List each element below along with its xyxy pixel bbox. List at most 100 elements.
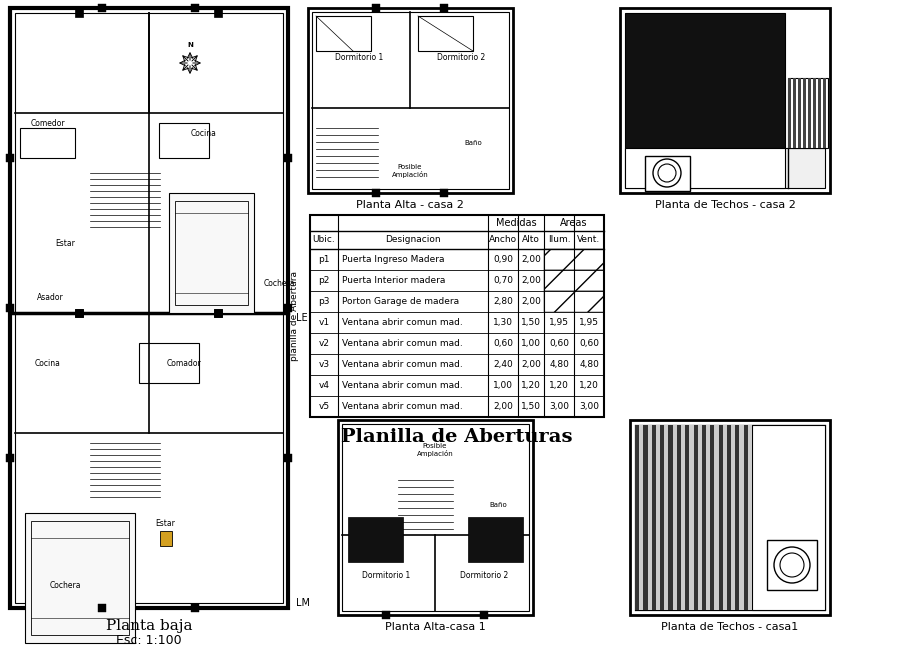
Bar [652, 425, 656, 610]
Bar [685, 425, 689, 610]
Bar [625, 13, 785, 148]
Bar [75, 309, 83, 317]
Text: 2,00: 2,00 [521, 276, 541, 285]
Text: p2: p2 [319, 276, 330, 285]
Text: 1,20: 1,20 [521, 381, 541, 390]
Bar [139, 343, 199, 383]
Text: Dormitorio 2: Dormitorio 2 [460, 570, 508, 580]
Bar [644, 425, 647, 610]
Text: 0,60: 0,60 [549, 339, 569, 348]
Bar [31, 521, 129, 635]
Bar [6, 154, 14, 162]
Text: 1,30: 1,30 [493, 318, 513, 327]
Text: 1,20: 1,20 [579, 381, 599, 390]
Text: Ancho: Ancho [489, 235, 517, 245]
Bar [372, 4, 380, 12]
Bar [625, 148, 785, 188]
Bar [669, 425, 672, 610]
Bar [702, 425, 706, 610]
Text: Comedor: Comedor [30, 119, 65, 127]
Bar [544, 291, 604, 312]
Bar [480, 611, 488, 619]
Text: 2,00: 2,00 [521, 255, 541, 264]
Bar [818, 78, 821, 148]
Bar [635, 425, 639, 610]
Bar [635, 425, 825, 610]
Bar [15, 13, 283, 603]
Bar [718, 425, 723, 610]
Text: N: N [187, 42, 192, 48]
Text: Planta Alta - casa 2: Planta Alta - casa 2 [356, 200, 464, 210]
Bar [752, 425, 825, 610]
Bar [342, 424, 529, 611]
Bar [191, 604, 199, 612]
Text: Ventana abrir comun mad.: Ventana abrir comun mad. [342, 339, 462, 348]
Text: 1,95: 1,95 [549, 318, 569, 327]
Bar [75, 309, 83, 317]
Text: Comador: Comador [167, 358, 202, 368]
Bar [694, 425, 698, 610]
Bar [214, 309, 222, 317]
Text: Cochera: Cochera [263, 279, 295, 287]
Text: v3: v3 [319, 360, 330, 369]
Bar [418, 16, 473, 51]
Bar [698, 425, 702, 610]
Text: Posible
Amplación: Posible Amplación [391, 164, 428, 178]
Text: LE: LE [296, 313, 308, 323]
Text: Ventana abrir comun mad.: Ventana abrir comun mad. [342, 402, 462, 411]
Text: Planilla de Aberturas: Planilla de Aberturas [342, 428, 573, 446]
Text: Ilum.: Ilum. [548, 235, 570, 245]
Text: planilla de Abertura: planilla de Abertura [289, 271, 298, 361]
Bar [544, 249, 604, 270]
Bar [710, 425, 715, 610]
Text: 1,50: 1,50 [521, 402, 541, 411]
Bar [620, 8, 830, 193]
Bar [160, 531, 172, 546]
Bar [727, 425, 731, 610]
Bar [98, 4, 106, 12]
Bar [681, 425, 685, 610]
Text: v5: v5 [319, 402, 330, 411]
Circle shape [774, 547, 810, 583]
Bar [544, 270, 604, 291]
Text: Ubic.: Ubic. [312, 235, 335, 245]
Bar [656, 425, 660, 610]
Text: 4,80: 4,80 [549, 360, 569, 369]
Bar [823, 78, 825, 148]
Text: 2,00: 2,00 [521, 360, 541, 369]
Text: 0,90: 0,90 [493, 255, 513, 264]
Bar [645, 156, 690, 191]
Text: 1,00: 1,00 [521, 339, 541, 348]
Bar [312, 12, 509, 189]
Text: 2,00: 2,00 [521, 297, 541, 306]
Bar [159, 123, 209, 158]
Bar [664, 425, 669, 610]
Text: Cocina: Cocina [35, 358, 61, 368]
Bar [793, 78, 796, 148]
Bar [715, 425, 718, 610]
Text: Puerta Ingreso Madera: Puerta Ingreso Madera [342, 255, 445, 264]
Text: 2,80: 2,80 [493, 297, 513, 306]
Text: Cocina: Cocina [191, 129, 217, 137]
Text: Areas: Areas [560, 218, 588, 228]
Text: v2: v2 [319, 339, 330, 348]
Text: Puerta Interior madera: Puerta Interior madera [342, 276, 446, 285]
Bar [316, 16, 371, 51]
Bar [382, 611, 390, 619]
Bar [284, 154, 292, 162]
Bar [310, 215, 604, 417]
Bar [440, 189, 448, 197]
Bar [639, 425, 644, 610]
Bar [743, 425, 748, 610]
Bar [735, 425, 740, 610]
Text: Ventana abrir comun mad.: Ventana abrir comun mad. [342, 318, 462, 327]
Bar [647, 425, 652, 610]
Text: 3,00: 3,00 [579, 402, 599, 411]
Bar [468, 517, 523, 562]
Text: Esc: 1:100: Esc: 1:100 [116, 634, 181, 646]
Text: Designacion: Designacion [385, 235, 441, 245]
Bar [348, 517, 403, 562]
Bar [372, 189, 380, 197]
Bar [338, 420, 533, 615]
Text: Posible
Amplación: Posible Amplación [416, 443, 453, 457]
